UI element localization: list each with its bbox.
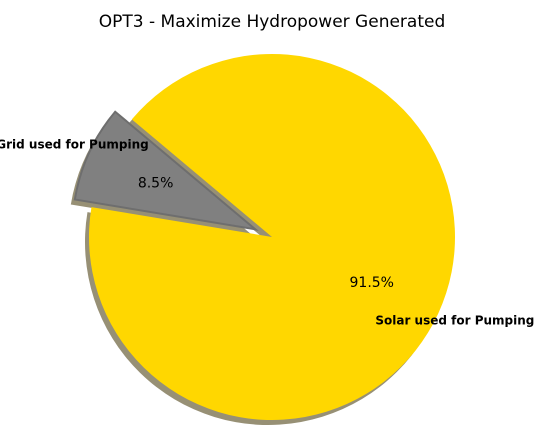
label-layer: Grid used for Pumping 8.5% Solar used for … [0, 138, 534, 328]
slice [88, 53, 455, 421]
slice-layer [73, 53, 455, 421]
slice-label: Solar used for Pumping [375, 314, 534, 328]
chart-title: OPT3 - Maximize Hydropower Generated [99, 12, 446, 32]
slice-label: Grid used for Pumping [0, 138, 149, 152]
value-label: 8.5% [138, 175, 174, 191]
value-label: 91.5% [350, 275, 394, 291]
slice [73, 110, 259, 231]
